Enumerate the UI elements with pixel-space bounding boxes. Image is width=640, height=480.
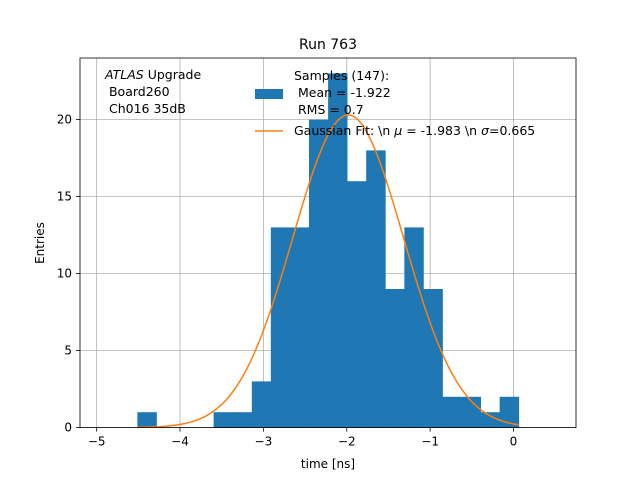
- legend-fit-sigma: σ: [481, 123, 490, 138]
- annotation-line-3: Ch016 35dB: [105, 101, 186, 116]
- x-tick-label: −1: [421, 435, 439, 449]
- legend-fit-part-1: Gaussian Fit: \n: [294, 123, 394, 138]
- x-axis-label: time [ns]: [301, 457, 355, 471]
- histogram-bar: [480, 412, 501, 428]
- y-tick-label: 0: [64, 421, 72, 435]
- legend-fit-part-3: =0.665: [489, 123, 535, 138]
- legend-mean-line: Mean = -1.922: [294, 85, 391, 100]
- legend-rms-line: RMS = 0.7: [294, 102, 364, 117]
- y-axis-label: Entries: [33, 222, 47, 264]
- histogram-bars: [137, 73, 520, 428]
- x-tick-label: −5: [88, 435, 106, 449]
- histogram-bar: [328, 73, 348, 428]
- histogram-bar: [137, 412, 157, 428]
- gaussian-fit-line: [137, 114, 519, 429]
- atlas-annotation: ATLAS Upgrade Board260 Ch016 35dB: [104, 67, 201, 116]
- legend-samples-line: Samples (147):: [294, 68, 389, 83]
- histogram-bar: [213, 412, 234, 428]
- histogram-bar: [270, 227, 291, 428]
- x-tick-label: −4: [171, 435, 189, 449]
- annotation-upgrade: Upgrade: [144, 67, 202, 82]
- histogram-bar: [308, 119, 329, 428]
- histogram-bar: [232, 412, 253, 428]
- y-tick-label: 20: [57, 113, 72, 127]
- legend-histogram-swatch: [255, 89, 283, 99]
- chart-title: Run 763: [299, 37, 357, 53]
- annotation-line-2: Board260: [105, 84, 170, 99]
- plot-frame: [79, 57, 577, 429]
- annotation-atlas: ATLAS: [104, 67, 144, 82]
- histogram-bar: [442, 396, 462, 428]
- y-tick-label: 10: [57, 267, 72, 281]
- histogram-bar: [347, 181, 367, 428]
- x-tick-label: −3: [255, 435, 273, 449]
- y-tick-label: 15: [57, 190, 72, 204]
- legend-fit-part-2: = -1.983 \n: [402, 123, 481, 138]
- histogram-bar: [385, 289, 405, 428]
- histogram-bar: [461, 396, 482, 428]
- histogram-bar: [251, 381, 272, 428]
- annotation-line-1: ATLAS Upgrade: [104, 67, 201, 82]
- x-tick-label: −2: [338, 435, 356, 449]
- histogram-bar: [366, 150, 386, 428]
- histogram-bar: [289, 227, 310, 428]
- x-axis-ticks: −5 −4 −3 −2 −1 0: [88, 427, 518, 449]
- y-axis-ticks: 0 5 10 15 20: [57, 113, 80, 435]
- x-tick-label: 0: [510, 435, 518, 449]
- legend-fit-label: Gaussian Fit: \n μ = -1.983 \n σ=0.665: [294, 123, 535, 138]
- histogram-bar: [404, 227, 424, 428]
- histogram-bar: [423, 289, 443, 428]
- y-tick-label: 5: [64, 344, 72, 358]
- legend-fit-mu: μ: [393, 123, 402, 138]
- histogram-bar: [499, 396, 520, 428]
- legend: Samples (147): Mean = -1.922 RMS = 0.7 G…: [255, 68, 535, 138]
